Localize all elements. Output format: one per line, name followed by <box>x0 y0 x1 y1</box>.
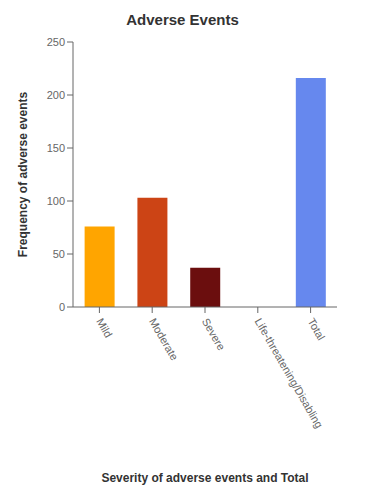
svg-text:100: 100 <box>47 195 65 207</box>
svg-text:Severity of adverse events and: Severity of adverse events and Total <box>101 471 308 485</box>
svg-text:Frequency of adverse events: Frequency of adverse events <box>16 91 30 257</box>
svg-text:200: 200 <box>47 89 65 101</box>
svg-text:Moderate: Moderate <box>147 316 181 362</box>
svg-text:Life-threatening/Disabling: Life-threatening/Disabling <box>252 316 326 430</box>
svg-text:Severe: Severe <box>200 316 228 352</box>
svg-text:150: 150 <box>47 142 65 154</box>
svg-text:250: 250 <box>47 36 65 48</box>
svg-text:Mild: Mild <box>94 316 114 339</box>
svg-text:0: 0 <box>59 301 65 313</box>
svg-text:50: 50 <box>53 248 65 260</box>
html-text:Adverse Events: Adverse Events <box>126 11 239 28</box>
svg-text:Total: Total <box>305 316 327 342</box>
